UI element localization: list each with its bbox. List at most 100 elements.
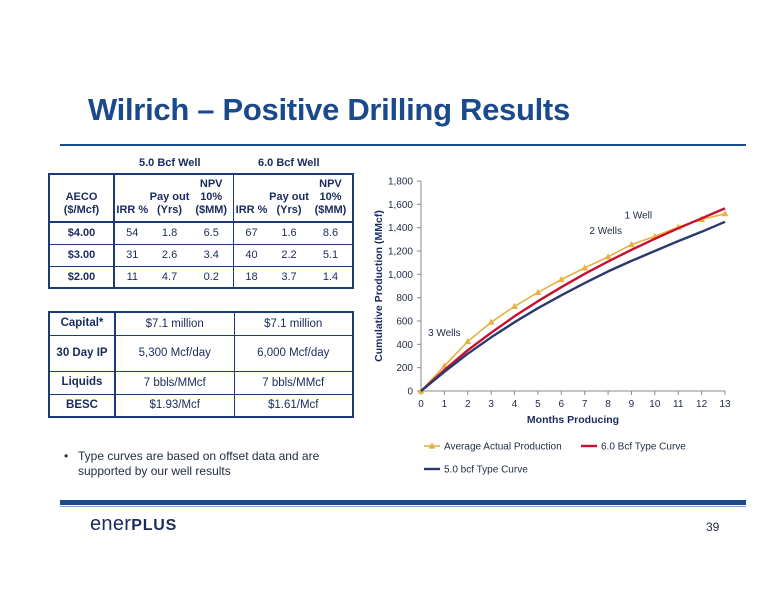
data-point (487, 318, 495, 325)
table-cell: $7.1 million (233, 311, 354, 336)
chart-annotation: 2 Wells (589, 226, 622, 237)
x-tick-label: 4 (512, 399, 518, 410)
chart-annotation: 3 Wells (428, 328, 461, 339)
y-tick-label: 200 (396, 363, 413, 374)
company-logo: enerPLUS (90, 513, 177, 536)
chart-annotation: 1 Well (624, 210, 652, 221)
data-point (534, 288, 542, 296)
column-header-irr-5: IRR % (113, 174, 150, 223)
column-header-payout-5: Pay out (Yrs) (149, 174, 190, 223)
table-cell: $1.93/Mcf (114, 393, 235, 418)
table-row: 30 Day IP 5,300 Mcf/day 6,000 Mcf/day (48, 334, 354, 372)
data-point (581, 264, 589, 271)
data-point (557, 275, 565, 283)
row-label: BESC (48, 393, 116, 418)
logo-text-ener: ener (90, 513, 132, 535)
table-row: Liquids 7 bbls/MMcf 7 bbls/MMcf (48, 370, 354, 395)
bullet-icon: • (64, 449, 69, 463)
group-header-6bcf: 6.0 Bcf Well (258, 157, 320, 169)
table-cell: 54 (113, 222, 150, 245)
table-cell: 4.7 (161, 270, 178, 283)
data-point (464, 337, 472, 345)
x-tick-label: 13 (719, 399, 731, 410)
legend-label: 6.0 Bcf Type Curve (601, 442, 686, 453)
slide-title: Wilrich – Positive Drilling Results (88, 92, 570, 127)
chart-axes: 0 200 400 600 800 1,000 1,200 1,400 1,600 1,800 0 1… (373, 177, 731, 427)
table-cell: 31 (113, 244, 150, 267)
footnote-bullet: • Type curves are based on offset data a… (64, 449, 344, 479)
table-cell: 1.6 (269, 222, 309, 245)
table-row: Capital* $7.1 million $7.1 million (48, 311, 354, 336)
y-tick-label: 1,600 (388, 200, 413, 211)
table-cell: 7 bbls/MMcf (233, 370, 354, 395)
footer-divider (60, 500, 746, 505)
economics-table: AECO ($/Mcf) IRR % Pay out (Yrs) NPV 10%… (48, 173, 354, 289)
table-cell: 18 (245, 270, 258, 283)
series-line-1 (420, 212, 726, 392)
capital-table: Capital* $7.1 million $7.1 million 30 Da… (48, 311, 354, 418)
table-cell: 3.4 (189, 244, 234, 267)
data-point (440, 362, 448, 369)
y-tick-label: 600 (396, 317, 413, 328)
table-cell: $4.00 (49, 222, 115, 245)
legend-label: 5.0 bcf Type Curve (444, 465, 528, 476)
x-tick-label: 10 (649, 399, 661, 410)
legend-marker (428, 442, 436, 449)
x-tick-label: 3 (488, 399, 494, 410)
table-cell: 6.5 (189, 222, 234, 245)
x-axis-title: Months Producing (527, 414, 619, 426)
column-header-npv-6: NPV 10% ($MM) (308, 174, 353, 223)
table-cell: $1.61/Mcf (233, 393, 354, 418)
table-cell: $3.00 (49, 244, 115, 267)
column-header-irr-6: IRR % (233, 174, 270, 223)
table-cell: 0.2 (189, 266, 234, 288)
column-header-aeco: AECO ($/Mcf) (49, 174, 115, 223)
table-cell: 5,300 Mcf/day (114, 334, 235, 372)
x-tick-label: 7 (582, 399, 588, 410)
table-cell: 2.6 (149, 244, 190, 267)
table-cell: 6,000 Mcf/day (233, 334, 354, 372)
row-label: Capital* (48, 311, 116, 336)
x-tick-label: 1 (442, 399, 448, 410)
group-header-5bcf: 5.0 Bcf Well (139, 157, 201, 169)
table-cell: $2.00 (49, 266, 115, 288)
logo-text-plus: PLUS (131, 517, 178, 534)
y-tick-label: 1,200 (388, 247, 413, 258)
x-tick-label: 12 (696, 399, 708, 410)
table-cell: 7 bbls/MMcf (114, 370, 235, 395)
x-tick-label: 5 (535, 399, 541, 410)
table-cell: 1.4 (322, 270, 339, 283)
footnote-text: Type curves are based on offset data and… (78, 449, 320, 478)
table-row: $3.00 31 2.6 3.4 40 2.2 5.1 (49, 244, 353, 267)
x-tick-label: 0 (418, 399, 424, 410)
series-line-3 (420, 220, 726, 392)
title-divider (60, 144, 746, 146)
y-tick-label: 1,800 (388, 177, 413, 188)
table-cell: 3.7 (281, 270, 297, 283)
x-tick-label: 11 (673, 399, 684, 410)
series-line-2 (420, 207, 726, 392)
chart-legend: Average Actual Production 6.0 Bcf Type Cu… (424, 442, 686, 476)
data-point (604, 253, 612, 260)
row-label: 30 Day IP (48, 334, 116, 372)
y-tick-label: 400 (396, 340, 413, 351)
table-cell: 67 (233, 222, 270, 245)
table-cell: $7.1 million (114, 311, 235, 336)
page-number: 39 (706, 520, 720, 534)
table-cell: 40 (233, 244, 270, 267)
y-axis-title: Cumulative Production (MMcf) (373, 210, 385, 362)
production-chart: 0 200 400 600 800 1,000 1,200 1,400 1,600 1,800 0 1… (373, 177, 731, 476)
x-tick-label: 6 (559, 399, 565, 410)
data-point (511, 302, 518, 310)
data-point (628, 240, 635, 248)
table-cell: 1.8 (149, 222, 190, 245)
x-tick-label: 2 (465, 399, 471, 410)
table-cell: 5.1 (308, 244, 353, 267)
y-tick-label: 0 (407, 387, 413, 398)
legend-label: Average Actual Production (444, 442, 562, 453)
y-tick-label: 1,400 (388, 223, 413, 234)
x-tick-label: 9 (629, 399, 635, 410)
table-cell: 11 (126, 270, 139, 283)
data-point (721, 210, 729, 217)
